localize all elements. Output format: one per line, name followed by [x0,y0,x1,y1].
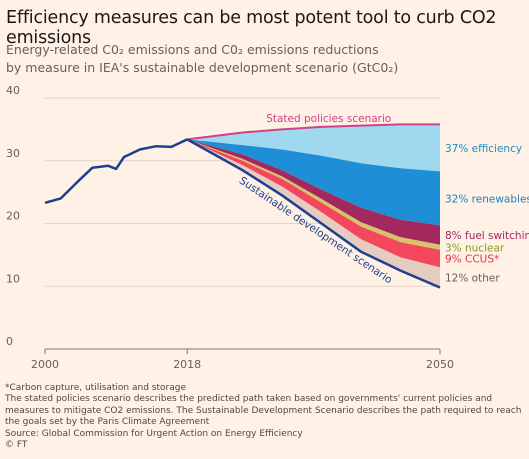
x-tick-label-2018: 2018 [173,358,201,371]
y-tick-label-0: 0 [6,335,13,348]
subtitle-line-2: by measure in IEA's sustainable developm… [6,60,399,75]
band-label-CCUS: 9% CCUS* [445,254,499,266]
band-label-renewables: 32% renewables [445,193,529,205]
band-renewables [187,139,440,226]
source-note: Source: Global Commission for Urgent Act… [5,428,303,439]
sustainable-development-line [186,138,441,289]
footnotes: *Carbon capture, utilisation and storage… [5,383,527,451]
band-efficiency [187,124,440,172]
band-label-fuel-switching: 8% fuel switching [445,230,529,242]
ccus-footnote: *Carbon capture, utilisation and storage [5,383,186,393]
chart-subtitle: Energy-related C0₂ emissions and C0₂ emi… [6,41,526,77]
stated-policies-line [187,123,440,141]
x-tick-label-2050: 2050 [426,358,454,371]
chart-title: Efficiency measures can be most potent t… [6,8,497,48]
band-CCUS [187,139,440,268]
band-fuel-switching [187,139,440,245]
band-nuclear [187,139,440,250]
stated-policies-label: Stated policies scenario [266,113,391,125]
y-tick-label-10: 10 [6,272,20,285]
y-tick-label-20: 20 [6,210,20,223]
band-other [187,139,440,288]
scenario-description: The stated policies scenario describes t… [5,394,522,428]
band-label-other: 12% other [445,273,500,285]
y-tick-label-40: 40 [6,84,20,97]
emissions-chart: 0 10 20 30 40 2000 2018 2050 Stated policies sce… [6,84,529,371]
band-label-efficiency: 37% efficiency [445,143,522,155]
x-tick-label-2000: 2000 [31,358,59,371]
y-tick-label-30: 30 [6,147,20,160]
historical-emissions-line [44,138,188,205]
subtitle-line-1: Energy-related C0₂ emissions and C0₂ emi… [6,42,379,57]
ft-credit: © FT [5,440,28,451]
band-label-nuclear: 3% nuclear [445,242,505,254]
